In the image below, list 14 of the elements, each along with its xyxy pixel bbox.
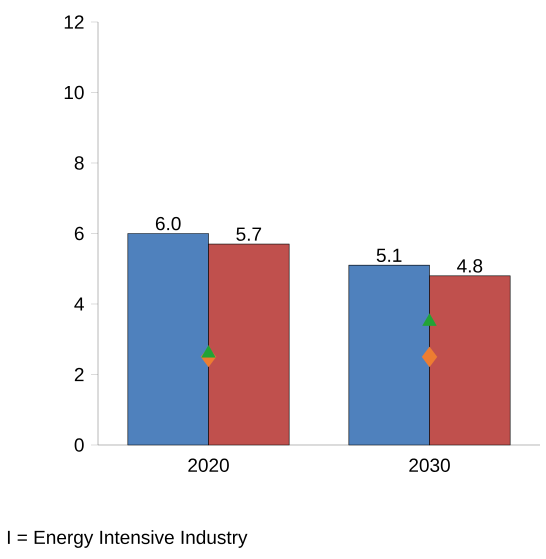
y-tick-label: 12 — [64, 15, 84, 29]
y-tick-label: 6 — [74, 226, 84, 240]
y-tick-label: 2 — [74, 368, 84, 382]
y-tick-label: 10 — [64, 86, 84, 100]
data-label: 5.7 — [236, 228, 262, 241]
y-tick-label: 4 — [74, 297, 84, 311]
data-label: 5.1 — [376, 248, 402, 262]
y-tick-label: 8 — [74, 156, 84, 170]
data-label: 6.0 — [156, 216, 181, 230]
x-tick-label: 2020 — [188, 458, 229, 472]
text: I = Energy Intensive Industry — [8, 530, 248, 548]
x-tick-label: 2030 — [409, 458, 450, 472]
y-tick-label: 0 — [74, 438, 84, 452]
data-label: 4.8 — [457, 259, 482, 273]
